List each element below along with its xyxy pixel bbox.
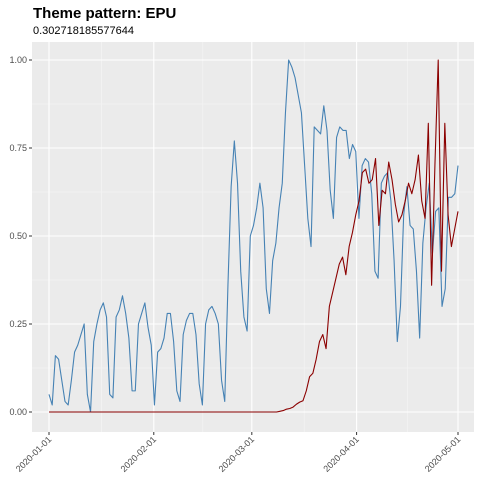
y-tick-label: 0.50 bbox=[9, 231, 27, 241]
y-tick-label: 0.00 bbox=[9, 407, 27, 417]
x-axis: 2020-01-01 2020-02-01 2020-03-01 2020-04-01… bbox=[14, 432, 463, 474]
series-line-2 bbox=[49, 59, 459, 413]
y-tick-label: 1.00 bbox=[9, 55, 27, 65]
y-tick-label: 0.25 bbox=[9, 319, 27, 329]
x-tick-label: 2020-02-01 bbox=[119, 434, 159, 474]
x-tick-label: 2020-05-01 bbox=[423, 434, 463, 474]
grid bbox=[32, 42, 474, 432]
x-tick-label: 2020-03-01 bbox=[217, 434, 257, 474]
chart-subtitle: 0.302718185577644 bbox=[33, 25, 134, 37]
x-tick-label: 2020-04-01 bbox=[321, 434, 361, 474]
series-group bbox=[48, 59, 459, 413]
x-tick-label: 2020-01-01 bbox=[14, 434, 54, 474]
series-line-1 bbox=[48, 59, 459, 413]
y-tick-label: 0.75 bbox=[9, 143, 27, 153]
plot-panel bbox=[32, 42, 474, 432]
y-axis: 0.00 0.25 0.50 0.75 1.00 bbox=[9, 55, 32, 417]
chart-title: Theme pattern: EPU bbox=[33, 5, 176, 22]
